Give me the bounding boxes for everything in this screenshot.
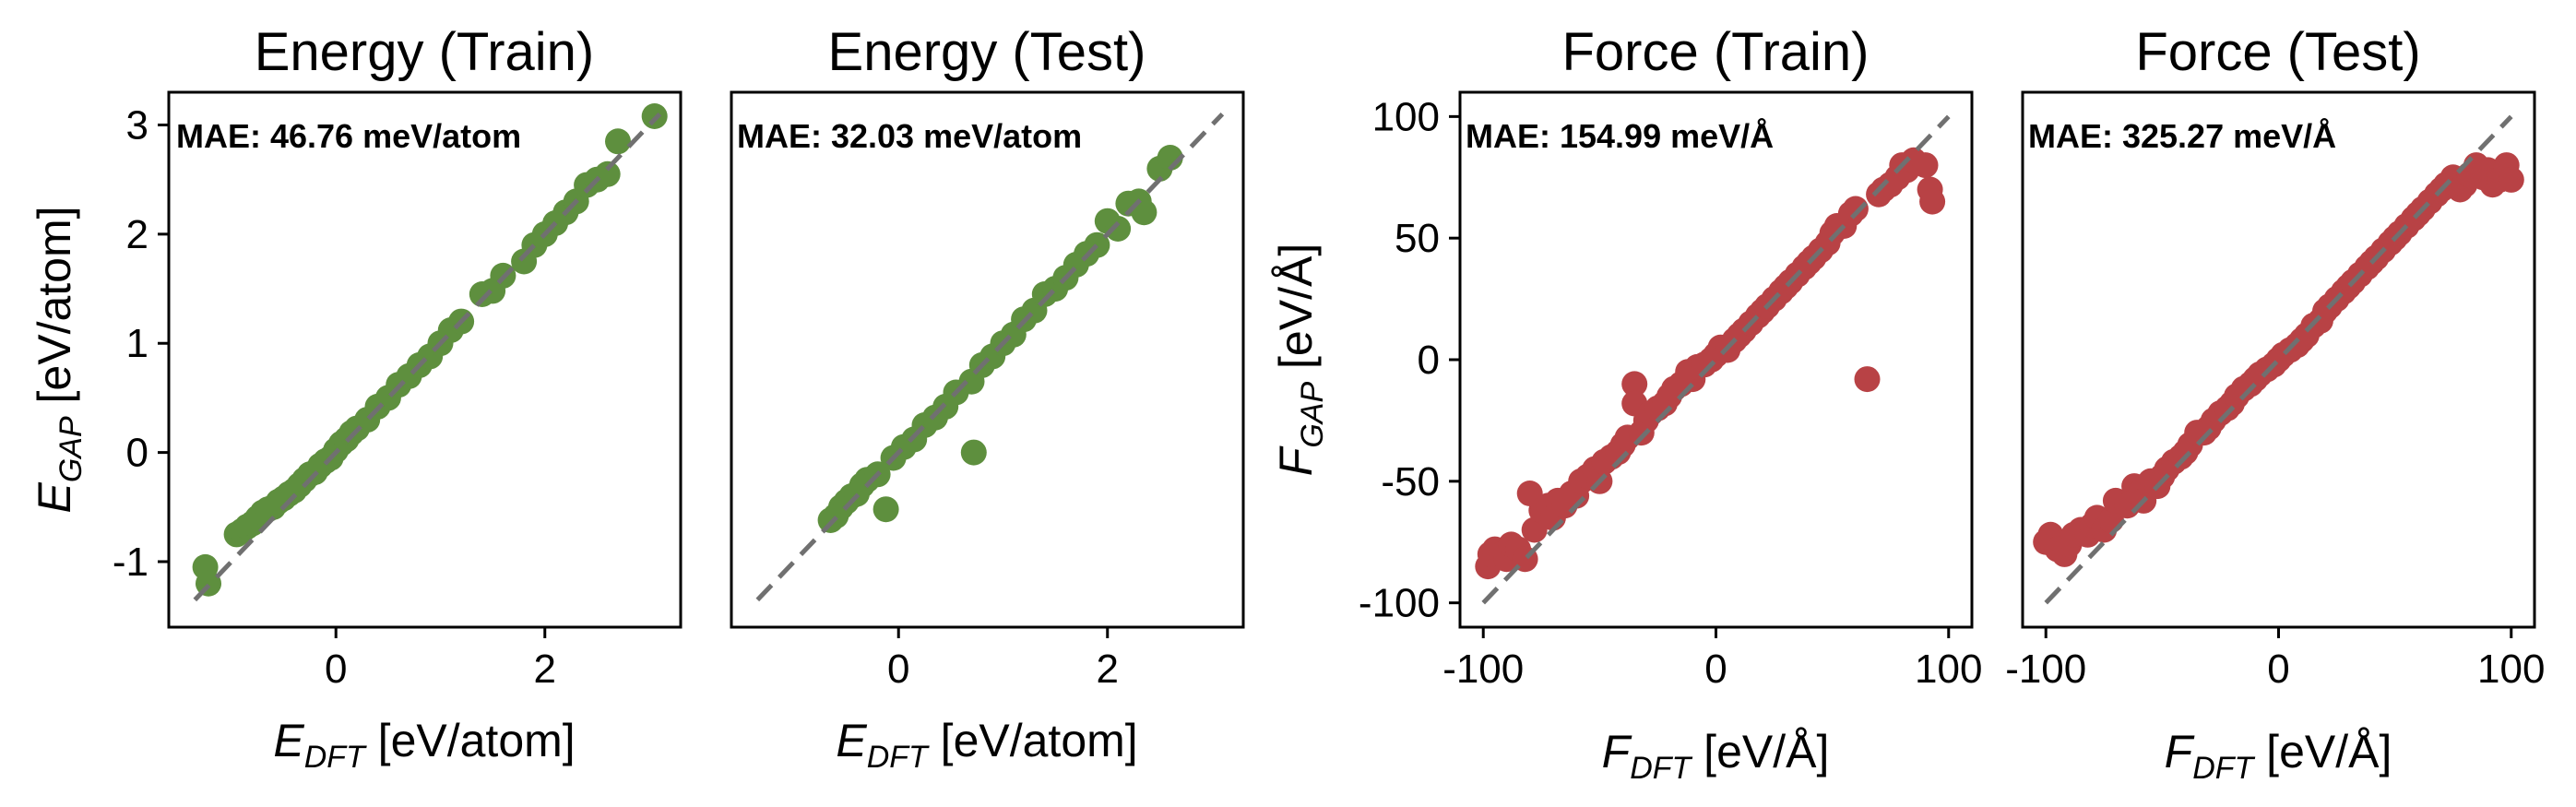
parity-line [2044, 114, 2513, 605]
svg-text:EDFT [eV/atom]: EDFT [eV/atom] [273, 715, 575, 775]
y-tick-label: 3 [126, 103, 148, 148]
plot-frame [730, 90, 1245, 629]
panel-force-train: Force (Train) FDFT [eV/Å] FGAP [eV/Å] -1… [1270, 22, 1982, 786]
mae-annotation: MAE: 32.03 meV/atom [737, 117, 1082, 155]
mae-annotation: MAE: 154.99 meV/Å [1466, 117, 1774, 155]
y-tick-label: -50 [1381, 459, 1440, 504]
parity-line [1481, 114, 1951, 605]
y-tick-label: 0 [1418, 338, 1440, 383]
svg-text:FDFT [eV/Å]: FDFT [eV/Å] [2165, 726, 2392, 786]
x-axis-label: EDFT [eV/atom] [836, 715, 1137, 775]
parity-line [193, 112, 662, 602]
svg-text:FGAP [eV/Å]: FGAP [eV/Å] [1270, 243, 1330, 476]
panel-force-test: Force (Test) FDFT [eV/Å] -100 0 100 MAE: 32… [2005, 22, 2545, 786]
svg-text:EGAP [eV/atom]: EGAP [eV/atom] [29, 206, 89, 513]
data-point [1105, 216, 1132, 242]
data-point [605, 128, 631, 155]
y-tick-label: -1 [113, 540, 148, 585]
y-tick-label: 1 [126, 321, 148, 366]
data-point [1919, 188, 1946, 215]
x-tick-label: 2 [534, 647, 556, 692]
x-axis-label: EDFT [eV/atom] [273, 715, 575, 775]
mae-annotation: MAE: 325.27 meV/Å [2028, 117, 2336, 155]
x-tick-label: 0 [887, 647, 909, 692]
panel-energy-test: Energy (Test) EDFT [eV/atom] 0 2 MAE: 32.0… [730, 22, 1245, 775]
data-point [873, 496, 899, 523]
y-tick-label: 2 [126, 212, 148, 257]
data-point [1842, 196, 1869, 222]
panel-title: Energy (Train) [255, 22, 595, 82]
data-point [960, 439, 987, 466]
data-point [594, 160, 621, 187]
plot-frame [167, 90, 683, 629]
data-point [2498, 166, 2524, 193]
x-tick-label: -100 [2005, 647, 2086, 692]
x-tick-label: -100 [1442, 647, 1524, 692]
panel-energy-train: Energy (Train) EDFT [eV/atom] EGAP [eV/a… [29, 22, 683, 775]
y-tick-label: 100 [1372, 94, 1440, 139]
y-tick-label: 0 [126, 431, 148, 476]
data-point [1912, 152, 1939, 179]
data-point [1521, 516, 1548, 543]
x-tick-label: 2 [1097, 647, 1119, 692]
panel-title: Energy (Test) [828, 22, 1146, 82]
x-tick-label: 0 [2267, 647, 2289, 692]
mae-annotation: MAE: 46.76 meV/atom [176, 117, 521, 155]
x-tick-label: 100 [1915, 647, 1982, 692]
x-tick-label: 100 [2477, 647, 2545, 692]
svg-text:FDFT [eV/Å]: FDFT [eV/Å] [1602, 726, 1830, 786]
x-axis-label: FDFT [eV/Å] [2165, 726, 2392, 786]
y-axis-label: FGAP [eV/Å] [1270, 243, 1330, 476]
data-point [1621, 371, 1648, 398]
x-tick-label: 0 [1704, 647, 1727, 692]
y-tick-label: 50 [1395, 216, 1440, 261]
y-tick-label: -100 [1359, 581, 1440, 626]
x-axis-label: FDFT [eV/Å] [1602, 726, 1830, 786]
svg-text:EDFT [eV/atom]: EDFT [eV/atom] [836, 715, 1137, 775]
x-tick-label: 0 [325, 647, 347, 692]
panel-title: Force (Test) [2135, 22, 2420, 82]
data-point [1854, 366, 1881, 393]
parity-line [755, 112, 1225, 602]
y-axis-label: EGAP [eV/atom] [29, 206, 89, 513]
panel-title: Force (Train) [1562, 22, 1870, 82]
